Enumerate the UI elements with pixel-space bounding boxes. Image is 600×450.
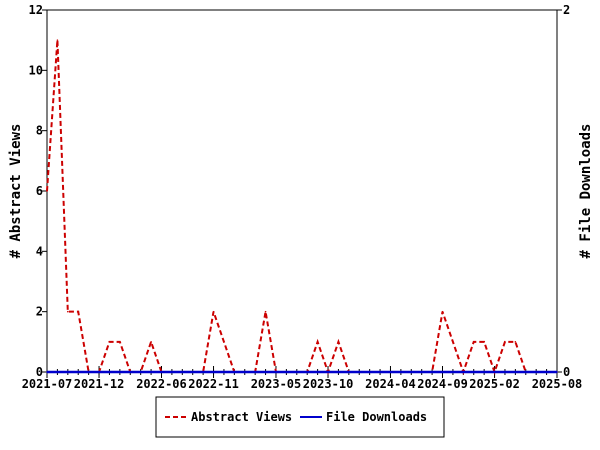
data-point [441,371,444,373]
data-point [348,371,350,373]
data-point [420,371,423,373]
data-point [46,190,48,192]
data-point [139,371,142,373]
data-point [160,371,163,373]
data-point [545,371,548,373]
legend-label: File Downloads [326,410,427,424]
data-point [327,371,329,373]
y-tick-label: 4 [36,244,43,258]
data-point [400,371,402,373]
data-point [452,341,454,343]
data-point [46,371,48,373]
data-point [431,371,433,373]
data-point [524,371,527,373]
x-tick-label: 2023-10 [303,377,354,391]
data-point [441,310,444,313]
data-point [191,371,194,373]
data-point [129,371,132,373]
data-point [108,341,111,343]
data-point [212,310,215,313]
x-tick-label: 2023-05 [251,377,302,391]
y-tick-label: 10 [29,63,43,77]
x-tick-label: 2021-12 [74,377,125,391]
x-tick-label: 2022-11 [188,377,239,391]
data-point [452,371,454,373]
data-point [483,341,485,343]
x-tick-label: 2024-09 [417,377,468,391]
data-point [493,371,496,373]
data-point [316,341,319,343]
y2-tick-label: 0 [563,365,570,379]
x-tick-label: 2022-06 [136,377,187,391]
y-tick-label: 12 [29,3,43,17]
data-point [462,371,465,373]
data-point [67,371,69,373]
x-tick-label: 2025-02 [469,377,520,391]
data-point [556,371,558,373]
data-point [504,341,506,343]
data-point [181,371,184,373]
data-point [410,371,413,373]
data-point [264,310,267,313]
data-point [56,371,59,373]
y-tick-label: 0 [36,365,43,379]
data-point [119,371,121,373]
data-point [275,371,277,373]
data-point [108,371,111,373]
data-point [223,371,225,373]
y2-axis-label: # File Downloads [578,124,594,259]
data-point [150,371,152,373]
data-point [295,371,298,373]
data-point [358,371,361,373]
series-line-abstract-views [46,40,557,376]
data-point [316,371,319,373]
data-point [379,371,381,373]
y-axis-label: # Abstract Views [8,124,24,259]
data-point [233,371,236,373]
data-point [368,371,371,373]
data-point [67,310,69,313]
data-point [254,371,256,373]
y-tick-label: 8 [36,124,43,138]
data-point [472,341,475,343]
data-point [171,371,173,373]
data-point [285,371,288,373]
data-point [223,341,225,343]
data-point [202,371,204,373]
data-point [87,371,90,373]
plot-frame [46,9,558,373]
x-tick-label: 2025-08 [532,377,583,391]
x-tick-label: 2021-07 [22,377,73,391]
data-point [337,341,340,343]
y2-tick-label: 2 [563,3,570,17]
data-point [504,371,506,373]
legend-label: Abstract Views [191,410,292,424]
x-tick-label: 2024-04 [365,377,416,391]
data-point [483,371,485,373]
data-point [514,341,517,343]
data-point [212,371,215,373]
data-point [514,371,517,373]
y-tick-label: 6 [36,184,43,198]
data-point [337,371,340,373]
data-point [306,371,309,373]
data-point [264,371,267,373]
data-point [98,371,100,373]
data-point [77,310,80,313]
data-point [389,371,392,373]
y-tick-label: 2 [36,305,43,319]
data-point [535,371,537,373]
data-point [472,371,475,373]
data-point [243,371,246,373]
data-point [150,341,152,343]
data-point [56,39,59,41]
data-point [119,341,121,343]
data-point [77,371,80,373]
